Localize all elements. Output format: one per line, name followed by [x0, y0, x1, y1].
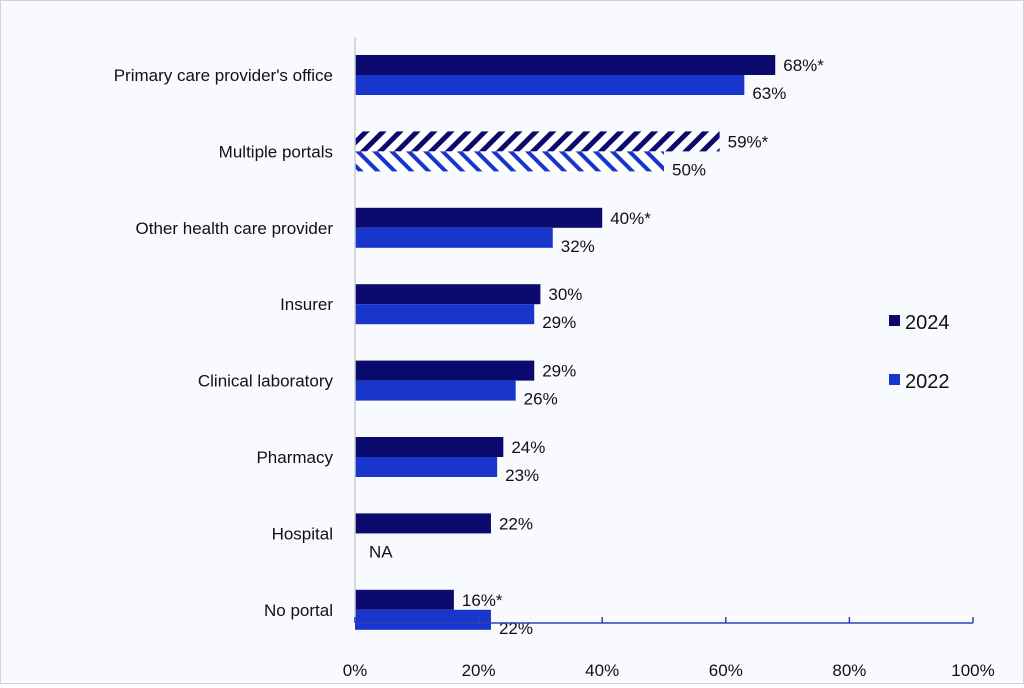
bar-2022 [355, 151, 664, 172]
bar-2022 [355, 227, 553, 248]
category-label: Multiple portals [219, 142, 333, 161]
bar-2022 [355, 380, 516, 401]
category-label: Clinical laboratory [198, 372, 334, 391]
category-label: Hospital [272, 524, 333, 543]
category-label: Other health care provider [136, 219, 334, 238]
bar-2022 [355, 304, 535, 325]
data-label: 26% [524, 390, 558, 409]
data-label: NA [369, 542, 393, 561]
data-label: 22% [499, 619, 533, 638]
x-tick-label: 40% [585, 661, 619, 680]
bar-2022 [355, 75, 745, 95]
x-tick-label: 20% [462, 661, 496, 680]
bar-2024 [355, 284, 541, 305]
bar-2024 [355, 437, 504, 457]
bar-2024 [355, 589, 454, 610]
data-label: 29% [542, 313, 576, 332]
bar-2024 [355, 207, 603, 228]
x-tick-label: 80% [832, 661, 866, 680]
data-label: 23% [505, 466, 539, 485]
data-label: 40%* [610, 209, 651, 228]
bar-2024 [355, 55, 776, 75]
bar-2024 [355, 131, 720, 152]
x-tick-label: 60% [709, 661, 743, 680]
data-label: 29% [542, 362, 576, 381]
data-label: 24% [511, 438, 545, 457]
legend-swatch-2022 [889, 374, 900, 385]
bar-2024 [355, 360, 535, 381]
data-label: 63% [752, 84, 786, 103]
x-tick-label: 100% [951, 661, 994, 680]
data-label: 50% [672, 160, 706, 179]
data-label: 16%* [462, 591, 503, 610]
legend-label: 2024 [905, 312, 950, 334]
x-tick-label: 0% [343, 661, 368, 680]
data-label: 59%* [728, 132, 769, 151]
data-label: 22% [499, 514, 533, 533]
legend-swatch-2024 [889, 315, 900, 326]
category-label: Pharmacy [256, 448, 333, 467]
data-label: 30% [548, 285, 582, 304]
bar-2024 [355, 513, 491, 534]
data-label: 68%* [783, 56, 824, 75]
category-label: No portal [264, 601, 333, 620]
data-label: 32% [561, 237, 595, 256]
legend-label: 2022 [905, 371, 950, 393]
bar-2022 [355, 609, 491, 630]
category-label: Insurer [280, 295, 333, 314]
bar-2022 [355, 457, 498, 477]
category-label: Primary care provider's office [114, 66, 333, 85]
